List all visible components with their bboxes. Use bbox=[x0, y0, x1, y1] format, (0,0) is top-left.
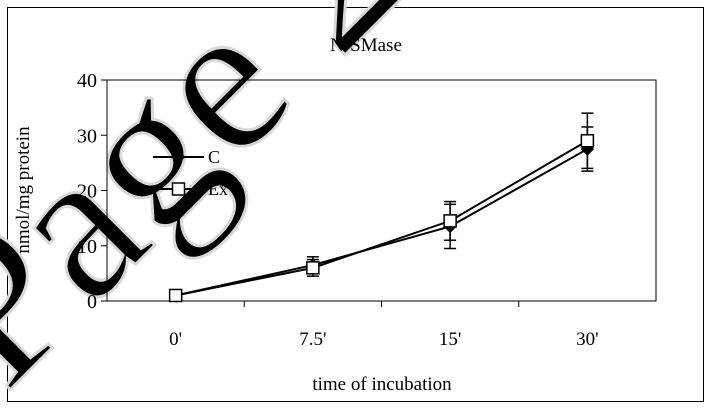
y-tick-label: 30 bbox=[77, 125, 97, 147]
figure-border bbox=[7, 7, 704, 402]
y-tick-label: 10 bbox=[77, 236, 97, 258]
legend-marker bbox=[171, 182, 186, 196]
x-tick-label: 30' bbox=[576, 329, 598, 350]
x-axis-label: time of incubation bbox=[312, 374, 452, 395]
y-axis-label: nmol/mg protein bbox=[13, 126, 34, 254]
legend-label: C bbox=[208, 147, 220, 167]
series-lines bbox=[175, 139, 588, 297]
series-line-c bbox=[175, 148, 588, 297]
legend: C Ex bbox=[153, 147, 228, 199]
data-point-ex bbox=[306, 261, 320, 275]
data-point-ex bbox=[580, 134, 595, 148]
y-tick-label: 0 bbox=[87, 291, 97, 313]
data-point-ex bbox=[168, 288, 183, 303]
chart-title: N-SMase bbox=[330, 35, 402, 56]
y-tick-label: 20 bbox=[77, 181, 97, 203]
x-tick-label: 0' bbox=[169, 329, 182, 350]
series-markers bbox=[168, 134, 595, 303]
x-tick-label: 15' bbox=[439, 329, 461, 350]
legend-label: Ex bbox=[208, 179, 228, 199]
x-tick-label: 7.5' bbox=[299, 329, 326, 350]
series-line-ex bbox=[175, 139, 588, 297]
axis-ticks: 0 10 20 30 40 0' 7.5' 15' 30' bbox=[77, 70, 599, 350]
data-point-ex bbox=[443, 214, 457, 228]
legend-marker bbox=[171, 150, 186, 164]
y-tick-label: 40 bbox=[77, 70, 97, 92]
